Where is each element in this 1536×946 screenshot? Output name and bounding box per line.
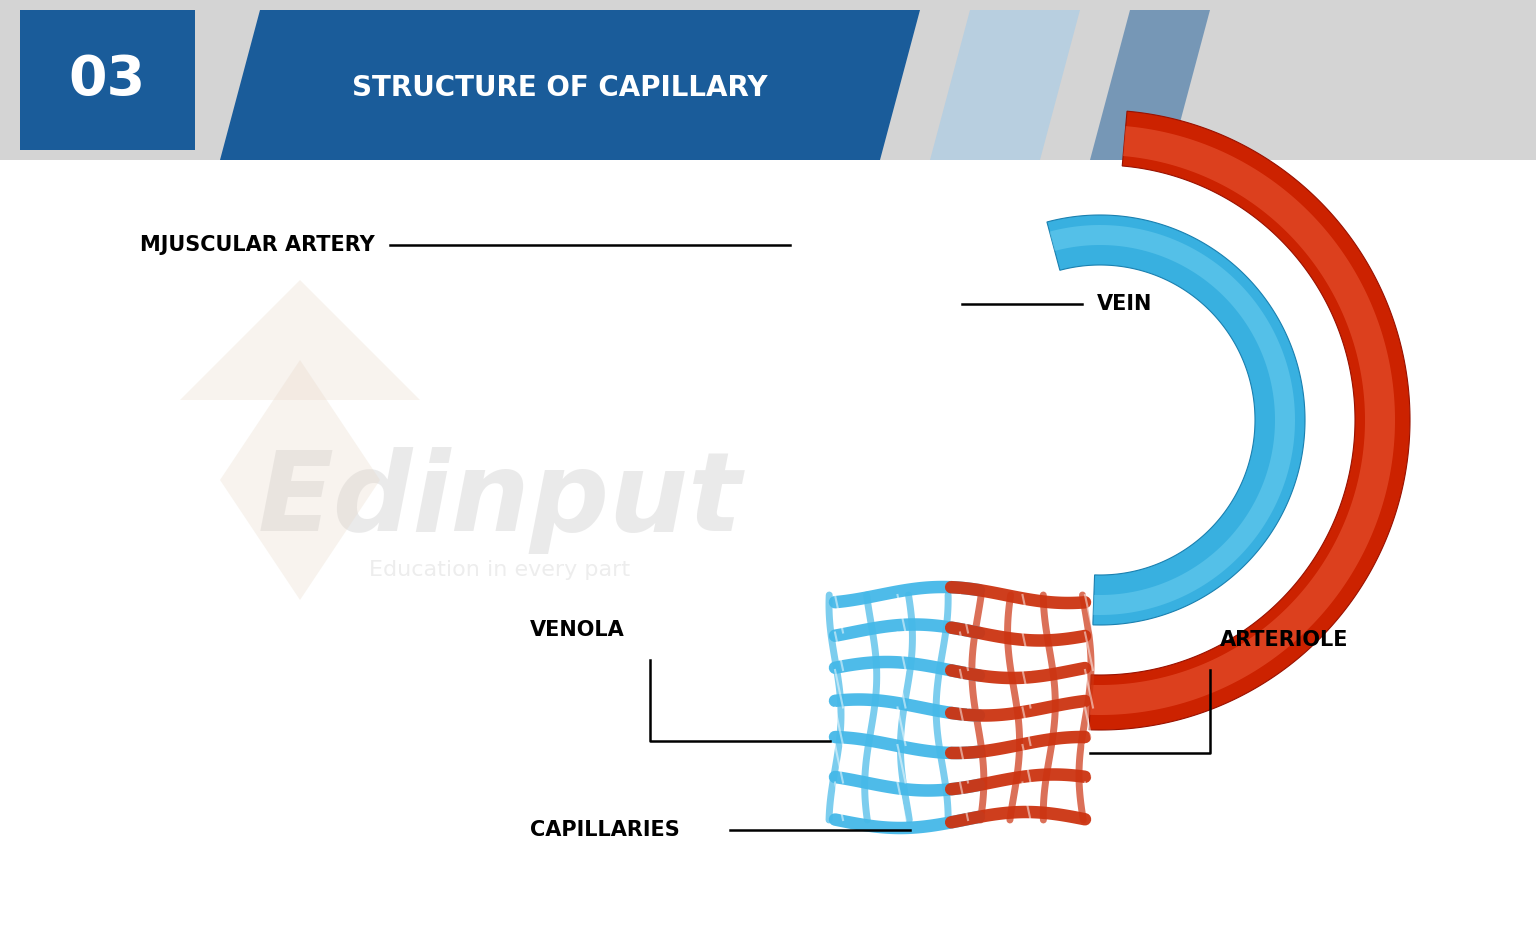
Polygon shape <box>1049 225 1295 615</box>
Text: ARTERIOLE: ARTERIOLE <box>1220 630 1349 650</box>
Polygon shape <box>220 360 379 600</box>
Text: CAPILLARIES: CAPILLARIES <box>530 820 680 840</box>
Text: MJUSCULAR ARTERY: MJUSCULAR ARTERY <box>140 235 375 255</box>
Text: Edinput: Edinput <box>258 447 742 553</box>
Polygon shape <box>1089 126 1395 715</box>
Polygon shape <box>180 280 419 400</box>
Polygon shape <box>1091 10 1210 160</box>
Polygon shape <box>929 10 1080 160</box>
FancyBboxPatch shape <box>0 0 1536 160</box>
Text: VENOLA: VENOLA <box>530 620 625 640</box>
Text: VEIN: VEIN <box>1097 294 1152 314</box>
FancyBboxPatch shape <box>20 10 195 150</box>
Polygon shape <box>1089 112 1410 730</box>
FancyBboxPatch shape <box>0 150 800 946</box>
Text: STRUCTURE OF CAPILLARY: STRUCTURE OF CAPILLARY <box>352 74 768 102</box>
Text: Education in every part: Education in every part <box>370 560 631 580</box>
FancyBboxPatch shape <box>800 150 1536 946</box>
Polygon shape <box>220 10 920 160</box>
Polygon shape <box>1048 215 1306 625</box>
Text: 03: 03 <box>69 53 146 107</box>
